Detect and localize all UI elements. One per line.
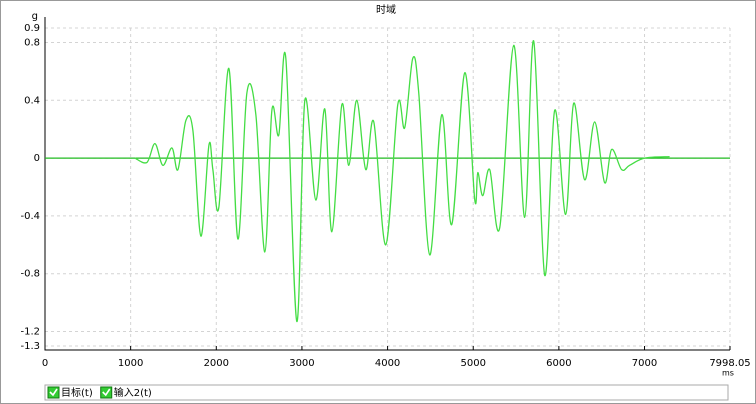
y-tick-label: -0.4 bbox=[20, 211, 40, 222]
x-tick-label: 4000 bbox=[375, 358, 400, 369]
legend-checkbox[interactable] bbox=[47, 386, 60, 399]
y-tick-label: -0.8 bbox=[20, 269, 40, 280]
series-line bbox=[134, 40, 670, 323]
x-tick-label: 7000 bbox=[632, 358, 657, 369]
x-tick-label: 6000 bbox=[546, 358, 571, 369]
legend-box bbox=[44, 384, 729, 401]
y-tick-label: 0.9 bbox=[24, 23, 40, 34]
x-tick-label: 7998.05 bbox=[709, 358, 750, 369]
x-tick-label: 5000 bbox=[461, 358, 486, 369]
legend-check bbox=[49, 388, 58, 397]
x-tick-label: 3000 bbox=[289, 358, 314, 369]
y-tick-label: 0 bbox=[34, 153, 40, 164]
y-tick-label: -1.2 bbox=[20, 327, 40, 338]
y-tick-label: 0.4 bbox=[24, 95, 40, 106]
chart-title: 时域 bbox=[376, 3, 396, 16]
x-tick-label: 1000 bbox=[118, 358, 143, 369]
y-unit: g bbox=[32, 11, 38, 22]
legend-check bbox=[102, 388, 111, 397]
y-tick-label: -1.3 bbox=[20, 341, 40, 352]
legend-checkbox[interactable] bbox=[100, 386, 113, 399]
legend-label: 输入2(t) bbox=[114, 386, 152, 399]
x-tick-label: 0 bbox=[42, 358, 48, 369]
x-tick-label: 2000 bbox=[204, 358, 229, 369]
y-tick-label: 0.8 bbox=[24, 37, 40, 48]
axis-frame bbox=[44, 17, 730, 351]
x-unit: ms bbox=[722, 369, 734, 378]
legend-label: 目标(t) bbox=[61, 387, 93, 399]
